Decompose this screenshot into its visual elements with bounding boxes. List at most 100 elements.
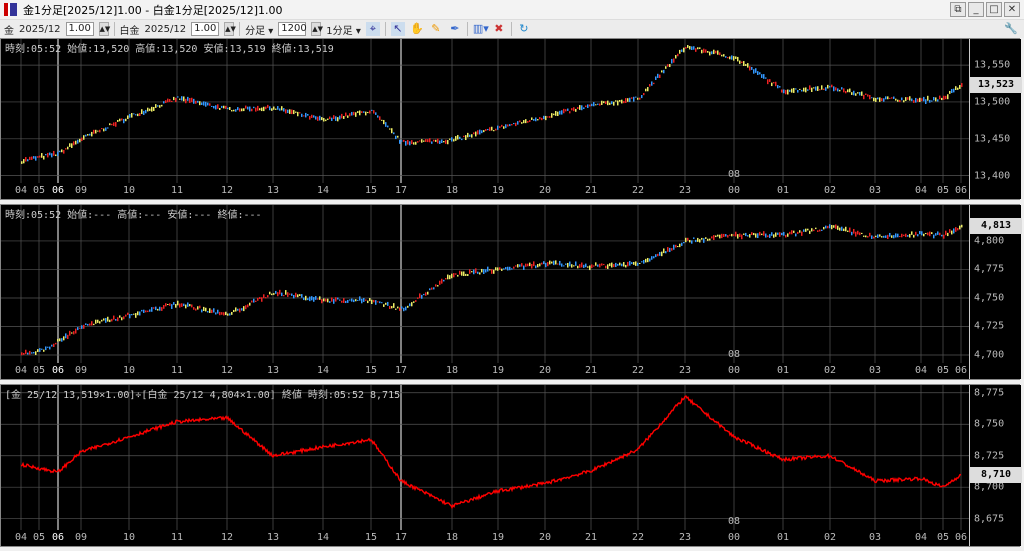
close-button[interactable]: ✕ — [1004, 2, 1020, 17]
pointer-icon[interactable]: ↖ — [390, 22, 405, 36]
date-marker: 08 — [727, 169, 741, 180]
candle — [731, 55, 733, 60]
candle — [951, 230, 953, 235]
candle — [927, 95, 929, 101]
candle — [425, 139, 427, 142]
candle — [469, 269, 471, 274]
x-tick-label: 02 — [823, 532, 837, 543]
candle — [37, 156, 39, 158]
candle — [179, 303, 181, 308]
multiplier2-input[interactable]: 1.00 — [191, 22, 220, 36]
candle — [165, 100, 167, 103]
candle — [491, 269, 493, 274]
x-tick-label: 04 — [914, 365, 928, 376]
candle — [757, 71, 759, 75]
multiplier1-input[interactable]: 1.00 — [65, 22, 94, 36]
candle — [763, 231, 765, 236]
candle — [405, 140, 407, 146]
candle — [337, 297, 339, 300]
candle — [569, 261, 571, 267]
multiplier2-spinner[interactable]: ▲▼ — [224, 22, 236, 36]
candle — [893, 96, 895, 100]
maximize-button[interactable]: □ — [986, 2, 1002, 17]
crosshair-icon[interactable]: ⌖ — [365, 22, 380, 36]
candle — [613, 101, 615, 106]
pen-icon[interactable]: ✒ — [450, 22, 460, 35]
candle — [959, 225, 961, 230]
candle — [411, 302, 413, 307]
candle — [485, 129, 487, 131]
candle — [859, 232, 861, 236]
plot-area[interactable] — [1, 385, 969, 546]
x-tick-label: 09 — [74, 365, 88, 376]
candle — [655, 254, 657, 258]
candle — [487, 266, 489, 272]
gold-chart-panel[interactable]: 13,400 13,450 13,500 13,550 13,523 時刻:05:52 始… — [0, 38, 1022, 200]
interval-dropdown[interactable]: 1分足 ▾ — [326, 25, 361, 37]
settings-wrench-icon[interactable]: 🔧 — [1004, 22, 1018, 35]
delete-lines-icon[interactable]: ✖ — [494, 22, 504, 35]
ratio-chart-panel[interactable]: 8,675 8,700 8,725 8,750 8,775 8,710 [金 25/12 1… — [0, 384, 1022, 547]
candle — [263, 106, 265, 112]
x-tick-label: 20 — [538, 185, 552, 196]
candle — [819, 89, 821, 91]
month1-label[interactable]: 2025/12 — [19, 23, 61, 35]
x-tick-label: 12 — [220, 365, 234, 376]
candle — [825, 87, 827, 91]
candle — [727, 235, 729, 238]
candle — [439, 280, 441, 285]
candle — [59, 338, 61, 342]
candle — [299, 112, 301, 114]
candle — [405, 306, 407, 311]
candle — [341, 300, 343, 303]
candle — [261, 297, 263, 302]
candle — [761, 74, 763, 78]
multiplier1-spinner[interactable]: ▲▼ — [98, 22, 110, 36]
period-label: 分足 — [245, 25, 266, 37]
candle — [383, 119, 385, 125]
candle — [305, 112, 307, 118]
candle — [273, 106, 275, 110]
chart-type-icon[interactable]: ▥▾ — [472, 22, 489, 35]
candle — [677, 246, 679, 248]
candle — [787, 89, 789, 95]
candle — [423, 293, 425, 296]
candle — [517, 264, 519, 268]
candle — [411, 140, 413, 145]
candle — [483, 130, 485, 133]
candle — [295, 292, 297, 298]
candle — [173, 302, 175, 305]
plot-area[interactable] — [1, 39, 969, 199]
candle — [215, 105, 217, 110]
candle — [527, 121, 529, 123]
restore-icon[interactable]: ⧉ — [950, 2, 966, 17]
candle — [385, 122, 387, 127]
candle — [513, 266, 515, 269]
minimize-button[interactable]: _ — [968, 2, 984, 17]
candle — [407, 140, 409, 145]
candle — [941, 97, 943, 101]
period-dropdown[interactable]: 分足 ▾ — [245, 25, 274, 37]
plot-area[interactable] — [1, 205, 969, 379]
pencil-icon[interactable]: ✎ — [431, 22, 441, 35]
candle — [369, 298, 371, 302]
count-spinner[interactable]: ▲▼ — [311, 22, 323, 36]
date-marker: 08 — [727, 349, 741, 360]
candle — [653, 82, 655, 85]
candle — [583, 264, 585, 268]
candle — [327, 118, 329, 120]
month2-label[interactable]: 2025/12 — [144, 23, 187, 35]
hand-icon[interactable]: ✋ — [410, 22, 424, 35]
candle — [87, 323, 89, 326]
y-tick-label: 13,550 — [974, 59, 1011, 71]
refresh-icon[interactable]: ↻ — [519, 22, 529, 35]
candle — [833, 86, 835, 92]
candle — [745, 232, 747, 237]
candle — [311, 296, 313, 301]
candle — [759, 72, 761, 75]
count-input[interactable]: 1200 — [278, 22, 307, 36]
platinum-chart-panel[interactable]: 4,700 4,725 4,750 4,775 4,800 4,813 時刻:05:52 始… — [0, 204, 1022, 380]
candle — [153, 106, 155, 111]
candle — [335, 297, 337, 302]
candle — [75, 328, 77, 334]
